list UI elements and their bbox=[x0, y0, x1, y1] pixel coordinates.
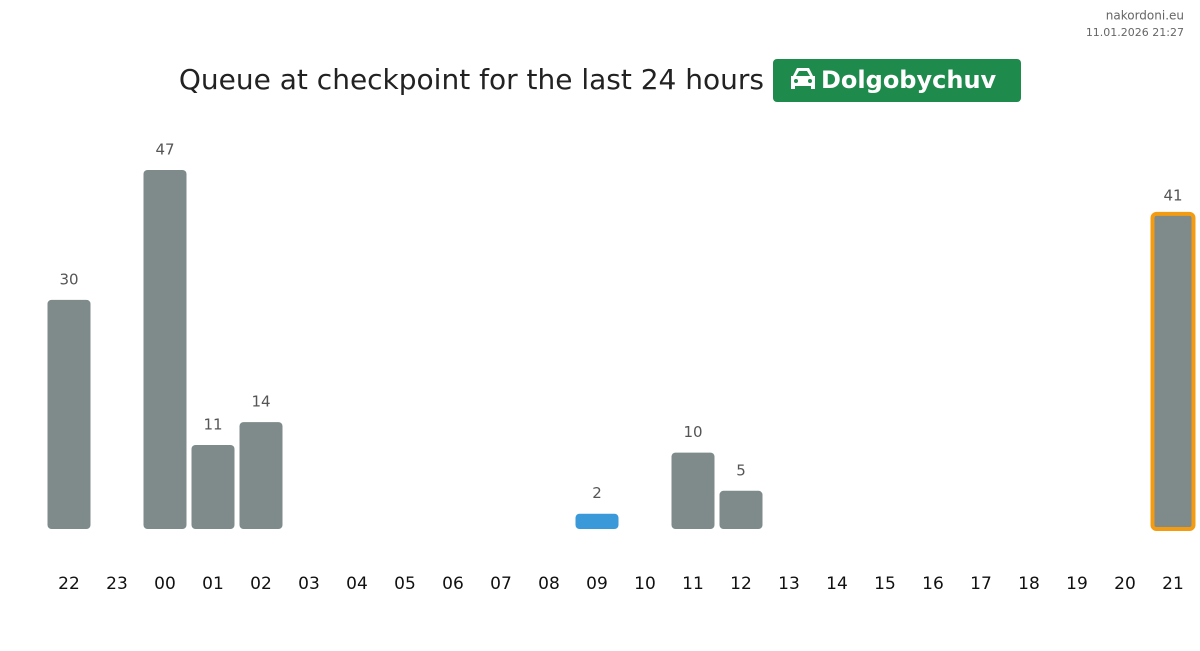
bar bbox=[719, 490, 763, 529]
value-label: 2 bbox=[592, 484, 602, 502]
bar bbox=[671, 452, 715, 529]
x-tick-label: 21 bbox=[1162, 574, 1184, 594]
value-label: 5 bbox=[736, 461, 746, 479]
car-icon bbox=[791, 68, 815, 89]
value-label: 10 bbox=[683, 423, 702, 441]
x-tick-label: 20 bbox=[1114, 574, 1136, 594]
bar bbox=[1150, 211, 1196, 532]
x-tick-label: 00 bbox=[154, 574, 176, 594]
x-tick-label: 15 bbox=[874, 574, 896, 594]
x-tick-label: 23 bbox=[106, 574, 128, 594]
x-tick-label: 09 bbox=[586, 574, 608, 594]
x-tick-label: 17 bbox=[970, 574, 992, 594]
x-tick-label: 08 bbox=[538, 574, 560, 594]
bar bbox=[47, 299, 91, 529]
value-label: 14 bbox=[251, 393, 270, 411]
x-tick-label: 13 bbox=[778, 574, 800, 594]
value-label: 47 bbox=[155, 141, 174, 159]
x-tick-label: 18 bbox=[1018, 574, 1040, 594]
bar bbox=[191, 444, 235, 529]
x-tick-label: 12 bbox=[730, 574, 752, 594]
bar bbox=[575, 513, 619, 529]
x-tick-label: 10 bbox=[634, 574, 656, 594]
chart-title: Queue at checkpoint for the last 24 hour… bbox=[179, 63, 764, 96]
site-name: nakordoni.eu bbox=[1106, 9, 1184, 23]
badge-label: Dolgobychuv bbox=[821, 66, 997, 94]
x-tick-label: 11 bbox=[682, 574, 704, 594]
x-tick-label: 02 bbox=[250, 574, 272, 594]
x-tick-label: 03 bbox=[298, 574, 320, 594]
x-tick-label: 16 bbox=[922, 574, 944, 594]
x-tick-label: 22 bbox=[58, 574, 80, 594]
value-label: 11 bbox=[203, 415, 222, 433]
x-tick-label: 19 bbox=[1066, 574, 1088, 594]
bar bbox=[239, 422, 283, 529]
x-tick-label: 14 bbox=[826, 574, 848, 594]
badge-background bbox=[773, 59, 1021, 102]
bar bbox=[143, 170, 187, 529]
timestamp: 11.01.2026 21:27 bbox=[1086, 26, 1184, 39]
x-tick-label: 04 bbox=[346, 574, 368, 594]
x-tick-label: 01 bbox=[202, 574, 224, 594]
x-tick-label: 07 bbox=[490, 574, 512, 594]
value-label: 30 bbox=[59, 270, 78, 288]
x-tick-label: 06 bbox=[442, 574, 464, 594]
x-tick-label: 05 bbox=[394, 574, 416, 594]
value-label: 41 bbox=[1163, 186, 1182, 204]
